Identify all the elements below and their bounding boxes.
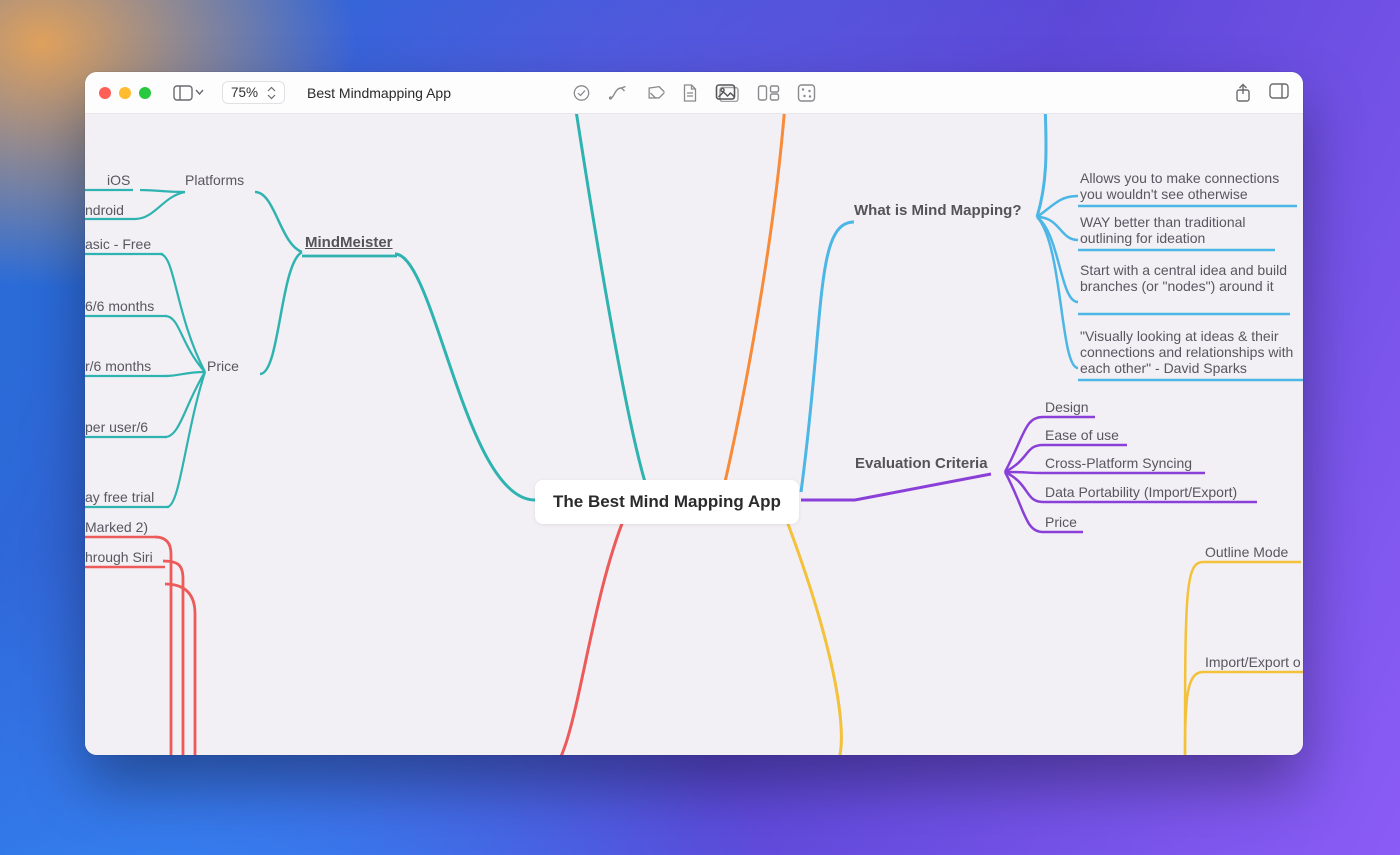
mindmap-canvas[interactable]: The Best Mind Mapping App What is Mind M… [85, 114, 1303, 755]
app-window: 75% Best Mindmapping App [85, 72, 1303, 755]
yellow-node-outline[interactable]: Outline Mode [1205, 544, 1288, 560]
sidebar-icon [173, 85, 193, 101]
zoom-control[interactable]: 75% [222, 81, 285, 104]
eval-node-0[interactable]: Design [1045, 399, 1089, 415]
connector-icon[interactable] [609, 85, 629, 101]
share-icon[interactable] [1235, 83, 1251, 103]
eval-node-1[interactable]: Ease of use [1045, 427, 1119, 443]
central-node[interactable]: The Best Mind Mapping App [535, 480, 799, 524]
check-circle-icon[interactable] [573, 84, 591, 102]
mm-price-4[interactable]: ay free trial [85, 489, 154, 505]
eval-node-4[interactable]: Price [1045, 514, 1077, 530]
mm-platform-android[interactable]: ndroid [85, 202, 124, 218]
chevron-down-icon [195, 89, 204, 96]
whatis-node-2[interactable]: Start with a central idea and build bran… [1080, 262, 1290, 294]
maximize-button[interactable] [139, 87, 151, 99]
document-title: Best Mindmapping App [307, 85, 451, 101]
whatis-node-1[interactable]: WAY better than traditional outlining fo… [1080, 214, 1275, 246]
whatis-node-0[interactable]: Allows you to make connections you would… [1080, 170, 1295, 202]
image-icon[interactable] [716, 84, 740, 102]
mm-price-3[interactable]: per user/6 [85, 419, 148, 435]
red-node-0[interactable]: Marked 2) [85, 519, 148, 535]
minimize-button[interactable] [119, 87, 131, 99]
central-node-text: The Best Mind Mapping App [553, 492, 781, 511]
zoom-value: 75% [231, 85, 261, 100]
eval-node-2[interactable]: Cross-Platform Syncing [1045, 455, 1192, 471]
eval-node-3[interactable]: Data Portability (Import/Export) [1045, 484, 1237, 500]
red-node-1[interactable]: hrough Siri [85, 549, 153, 565]
branch-price-label[interactable]: Price [207, 358, 239, 374]
titlebar: 75% Best Mindmapping App [85, 72, 1303, 114]
close-button[interactable] [99, 87, 111, 99]
yellow-node-import[interactable]: Import/Export o [1205, 654, 1301, 670]
whatis-node-3[interactable]: "Visually looking at ideas & their conne… [1080, 328, 1300, 376]
mm-price-1[interactable]: 6/6 months [85, 298, 154, 314]
layout-columns-icon[interactable] [758, 85, 780, 101]
grid-random-icon[interactable] [798, 84, 816, 102]
mindmap-connectors [85, 114, 1303, 755]
mm-price-2[interactable]: r/6 months [85, 358, 151, 374]
traffic-lights [99, 87, 151, 99]
mm-price-0[interactable]: asic - Free [85, 236, 151, 252]
branch-mindmeister[interactable]: MindMeister [305, 234, 393, 251]
tag-icon[interactable] [647, 84, 665, 102]
mm-platform-ios[interactable]: iOS [107, 172, 130, 188]
sidebar-toggle[interactable] [173, 85, 204, 101]
panel-icon[interactable] [1269, 83, 1289, 103]
branch-evaluation-criteria[interactable]: Evaluation Criteria [855, 455, 988, 472]
branch-platforms-label[interactable]: Platforms [185, 172, 244, 188]
zoom-stepper-icon [267, 86, 276, 100]
branch-what-is[interactable]: What is Mind Mapping? [854, 202, 1021, 219]
document-icon[interactable] [683, 84, 698, 102]
